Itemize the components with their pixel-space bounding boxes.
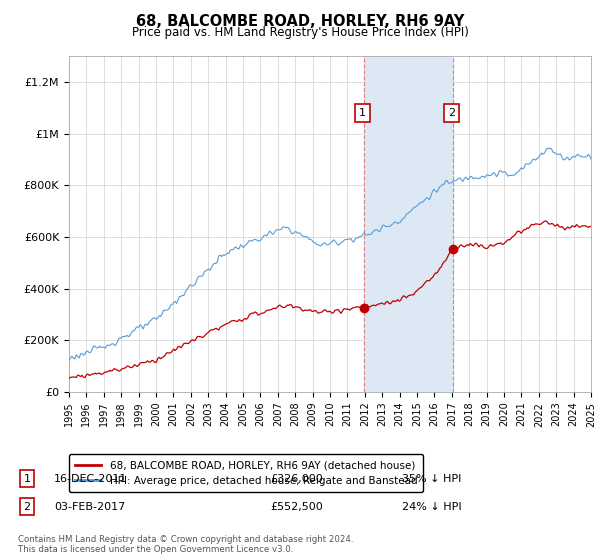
Text: £326,000: £326,000 [270,474,323,484]
Text: 1: 1 [359,108,366,118]
Text: 68, BALCOMBE ROAD, HORLEY, RH6 9AY: 68, BALCOMBE ROAD, HORLEY, RH6 9AY [136,14,464,29]
Text: 16-DEC-2011: 16-DEC-2011 [54,474,127,484]
Text: £552,500: £552,500 [270,502,323,512]
Text: Price paid vs. HM Land Registry's House Price Index (HPI): Price paid vs. HM Land Registry's House … [131,26,469,39]
Text: 2: 2 [23,502,31,512]
Text: 2: 2 [448,108,455,118]
Text: Contains HM Land Registry data © Crown copyright and database right 2024.
This d: Contains HM Land Registry data © Crown c… [18,535,353,554]
Bar [364,56,454,392]
Text: 03-FEB-2017: 03-FEB-2017 [54,502,125,512]
Text: 24% ↓ HPI: 24% ↓ HPI [402,502,461,512]
Legend: 68, BALCOMBE ROAD, HORLEY, RH6 9AY (detached house), HPI: Average price, detache: 68, BALCOMBE ROAD, HORLEY, RH6 9AY (deta… [69,454,424,492]
Text: 35% ↓ HPI: 35% ↓ HPI [402,474,461,484]
Text: 1: 1 [23,474,31,484]
